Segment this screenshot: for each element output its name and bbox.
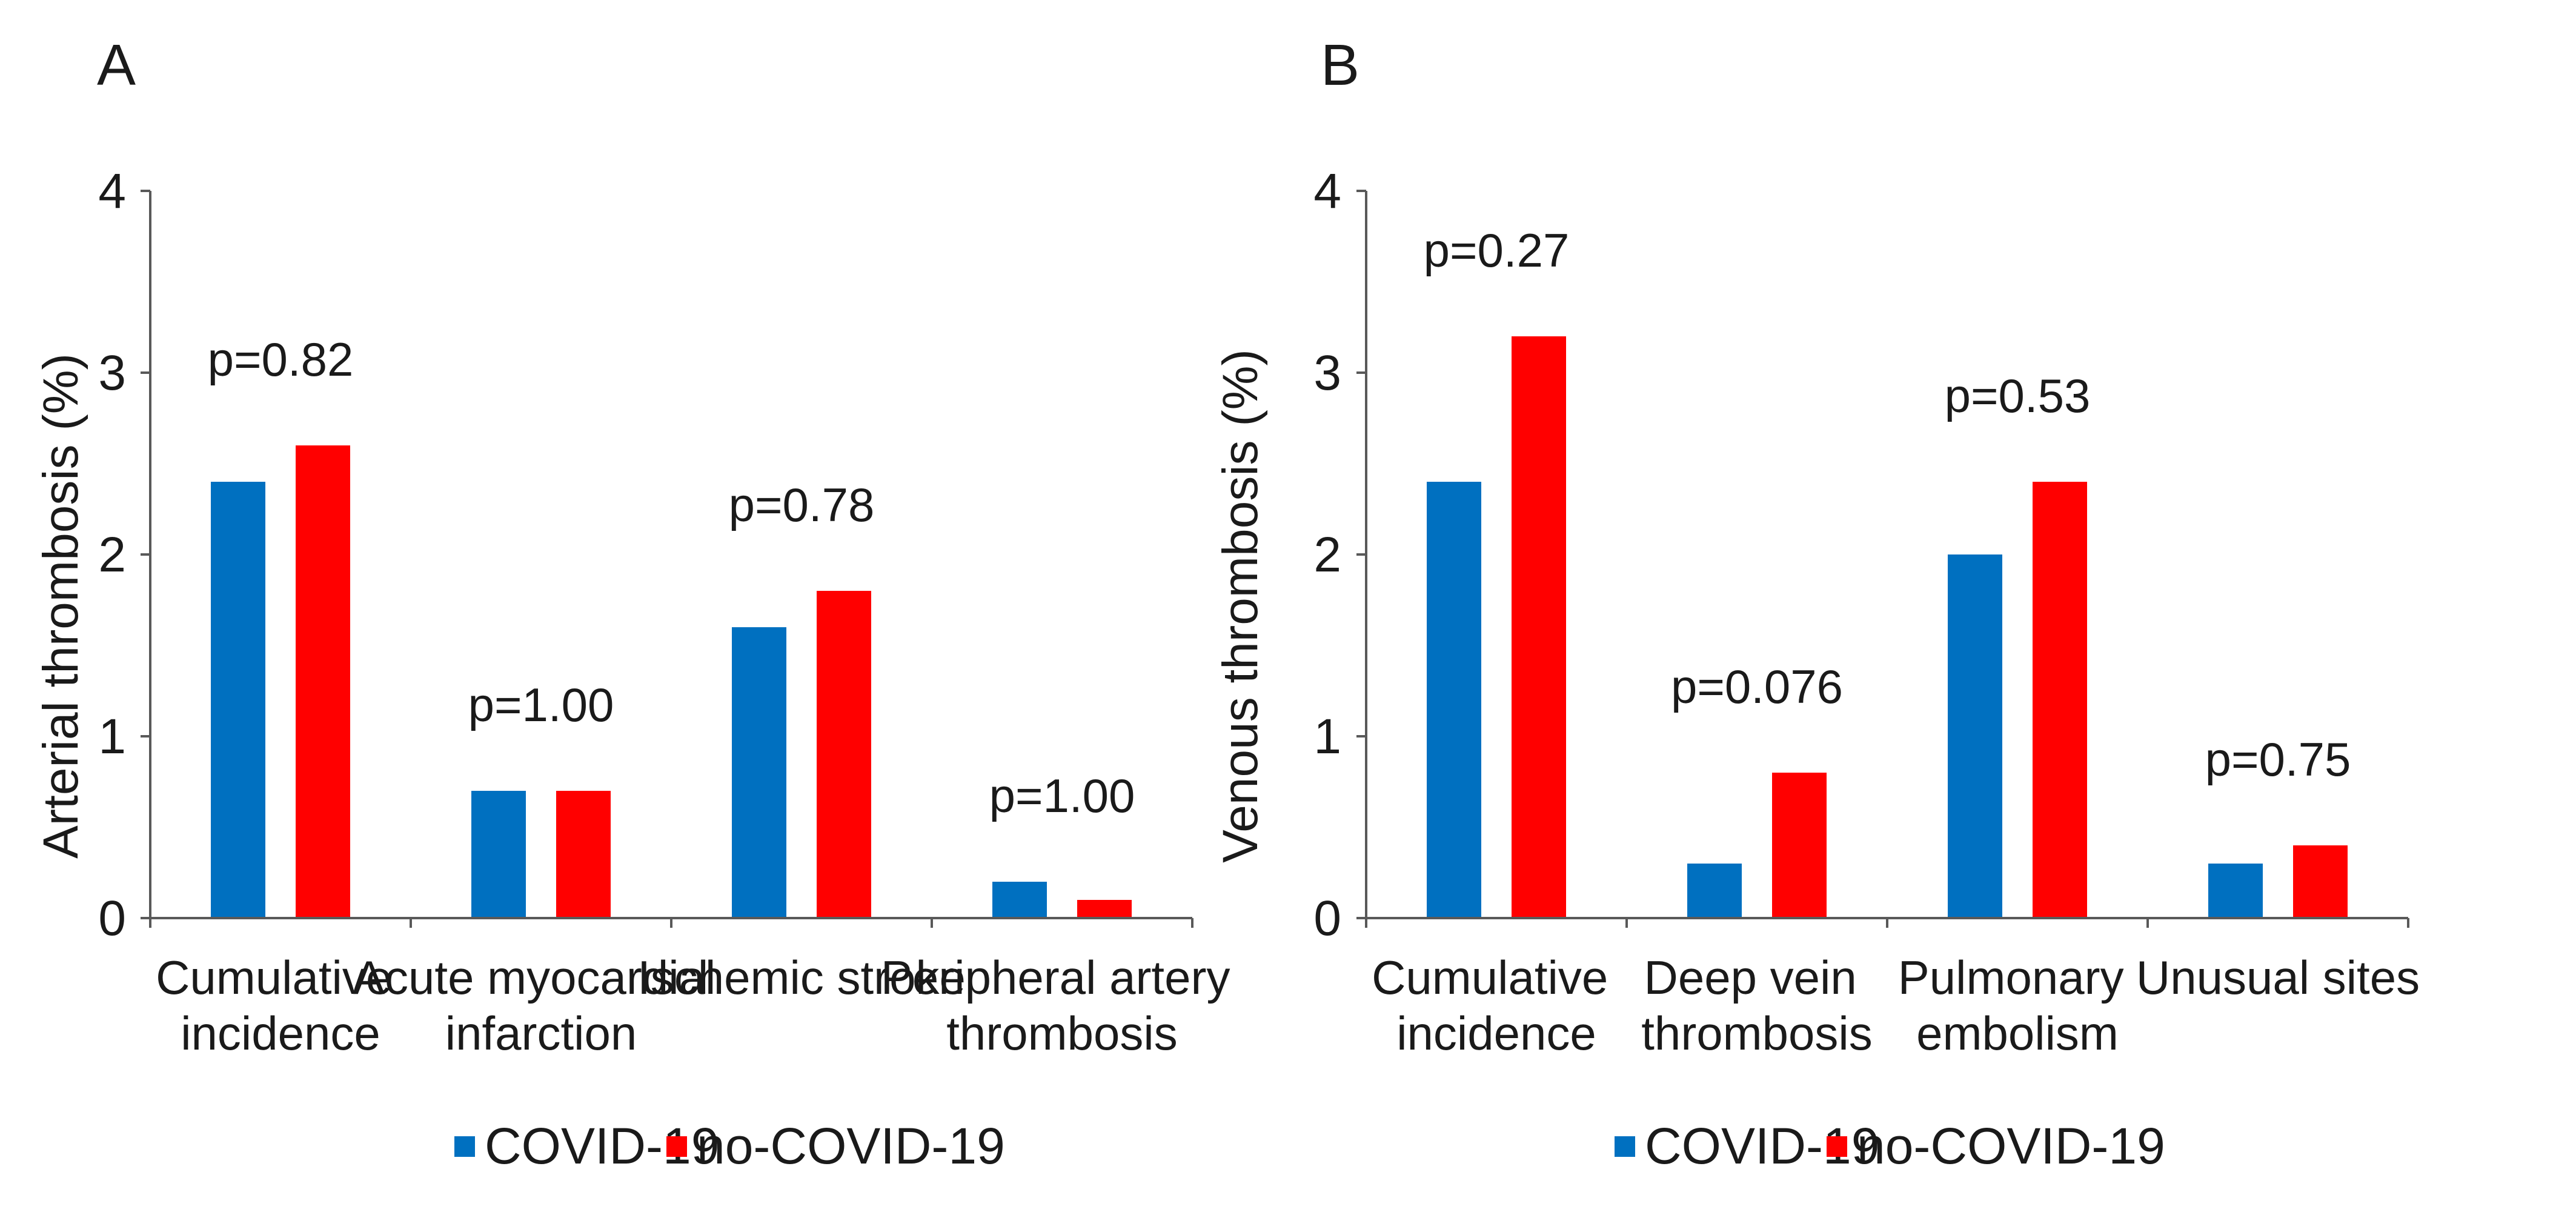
- panel-b-legend-swatch-covid: [1615, 1136, 1635, 1157]
- panel-a-y-ticks: [141, 190, 150, 919]
- panel-a-label: A: [97, 33, 136, 98]
- panel-a-y-axis-title: Arterial thrombosis (%): [33, 353, 88, 859]
- panel-a-x-tick-1-line-2: infarction: [445, 1007, 637, 1060]
- panel-a-pvalue-0: p=0.82: [208, 333, 354, 386]
- panel-b-y-tick-4: 4: [1313, 164, 1341, 219]
- panel-b-bar-pulmonary-embolism-covid: [1948, 554, 2002, 918]
- panel-b-pvalue-3: p=0.75: [2205, 733, 2351, 786]
- panel-b-y-tick-0: 0: [1313, 891, 1341, 946]
- panel-b-x-tick-3-line-1: Unusual sites: [2136, 951, 2420, 1004]
- panel-b-x-tick-pulmonary-embolism: Pulmonary embolism: [1898, 951, 2137, 1060]
- panel-a-bar-ischemic-stroke-covid: [732, 627, 786, 918]
- panel-b-bar-pulmonary-embolism-no-covid: [2033, 482, 2087, 918]
- panel-b-x-tick-2-line-2: embolism: [1916, 1007, 2119, 1060]
- panel-a-bar-peripheral-artery-thrombosis-no-covid: [1077, 900, 1132, 918]
- panel-b-label: B: [1321, 33, 1359, 98]
- panel-b-y-tick-labels: 0 1 2 3 4: [1313, 164, 1341, 946]
- panel-b: B Venous thrombosis (%) 0 1 2 3 4 Cumula…: [1213, 33, 2420, 1174]
- panel-a-y-tick-4: 4: [98, 164, 126, 219]
- panel-a-y-tick-3: 3: [98, 345, 126, 401]
- panel-b-y-tick-3: 3: [1313, 345, 1341, 401]
- panel-b-x-tick-unusual-sites: Unusual sites: [2136, 951, 2420, 1004]
- panel-b-bar-unusual-sites-no-covid: [2293, 845, 2348, 918]
- panel-a-legend-label-no-covid: no-COVID-19: [697, 1117, 1005, 1174]
- panel-a-pvalue-3: p=1.00: [989, 769, 1135, 822]
- panel-a-bar-peripheral-artery-thrombosis-covid: [992, 882, 1047, 918]
- panel-b-bars: [1427, 336, 2348, 918]
- panel-b-x-tick-1-line-1: Deep vein: [1644, 951, 1857, 1004]
- panel-a-pvalue-1: p=1.00: [468, 678, 614, 731]
- panel-a: A Arterial thrombosis (%) 0 1 2 3 4 Cumu…: [33, 33, 1243, 1174]
- panel-a-y-tick-0: 0: [98, 891, 126, 946]
- panel-a-bar-cumulative-incidence-no-covid: [296, 445, 350, 918]
- panel-a-x-tick-3-line-2: thrombosis: [946, 1007, 1177, 1060]
- panel-a-x-tick-0-line-2: incidence: [181, 1007, 380, 1060]
- panel-a-x-tick-3-line-1: Peripheral artery: [881, 951, 1230, 1004]
- panel-b-pvalue-2: p=0.53: [1945, 369, 2091, 422]
- panel-b-legend: COVID-19 no-COVID-19: [1615, 1117, 2165, 1174]
- panel-b-y-ticks: [1356, 190, 1366, 919]
- panel-b-x-tick-1-line-2: thrombosis: [1641, 1007, 1872, 1060]
- panel-a-x-tick-cumulative-incidence: Cumulative incidence: [156, 951, 405, 1060]
- panel-b-x-tick-0-line-1: Cumulative: [1372, 951, 1608, 1004]
- panel-b-legend-label-no-covid: no-COVID-19: [1857, 1117, 2165, 1174]
- panel-a-legend-swatch-no-covid: [666, 1136, 687, 1157]
- panel-b-bar-unusual-sites-covid: [2208, 864, 2263, 918]
- panel-b-pvalue-1: p=0.076: [1671, 660, 1843, 713]
- panel-b-pvalue-0: p=0.27: [1424, 224, 1570, 277]
- panel-b-bar-deep-vein-thrombosis-covid: [1687, 864, 1742, 918]
- panel-b-legend-swatch-no-covid: [1827, 1136, 1847, 1157]
- panel-a-y-tick-labels: 0 1 2 3 4: [98, 164, 126, 946]
- panel-a-x-tick-ischemic-stroke: Ischemic stroke: [637, 951, 966, 1004]
- panel-a-y-tick-2: 2: [98, 527, 126, 582]
- panel-b-bar-cumulative-incidence-no-covid: [1512, 336, 1566, 918]
- panel-b-x-ticks: [1365, 918, 2409, 928]
- panel-b-x-tick-2-line-1: Pulmonary: [1898, 951, 2124, 1004]
- panel-b-bar-cumulative-incidence-covid: [1427, 482, 1481, 918]
- panel-b-bar-deep-vein-thrombosis-no-covid: [1772, 773, 1827, 918]
- panel-a-bar-acute-myocardial-infarction-covid: [471, 791, 526, 918]
- panel-a-pvalue-2: p=0.78: [729, 478, 875, 531]
- panel-a-x-ticks: [149, 918, 1193, 928]
- panel-b-x-tick-0-line-2: incidence: [1396, 1007, 1596, 1060]
- panel-a-x-tick-2-line-1: Ischemic stroke: [637, 951, 966, 1004]
- panel-a-legend-swatch-covid: [454, 1136, 475, 1157]
- panel-a-bar-cumulative-incidence-covid: [211, 482, 265, 918]
- panel-b-y-tick-2: 2: [1313, 527, 1341, 582]
- panel-a-bar-ischemic-stroke-no-covid: [817, 591, 871, 918]
- panel-a-x-tick-acute-myocardial-infarction: Acute myocardial infarction: [353, 951, 729, 1060]
- panel-b-x-tick-deep-vein-thrombosis: Deep vein thrombosis: [1641, 951, 1872, 1060]
- panel-a-bar-acute-myocardial-infarction-no-covid: [556, 791, 611, 918]
- panel-a-x-tick-1-line-1: Acute myocardial: [353, 951, 715, 1004]
- panel-a-legend: COVID-19 no-COVID-19: [454, 1117, 1005, 1174]
- panel-b-x-tick-cumulative-incidence: Cumulative incidence: [1372, 951, 1621, 1060]
- panel-a-x-tick-peripheral-artery-thrombosis: Peripheral artery thrombosis: [881, 951, 1243, 1060]
- panel-b-y-axis-title: Venous thrombosis (%): [1213, 349, 1268, 863]
- panel-a-x-tick-0-line-1: Cumulative: [156, 951, 392, 1004]
- panel-a-y-tick-1: 1: [98, 709, 126, 764]
- panel-b-y-tick-1: 1: [1313, 709, 1341, 764]
- panel-a-bars: [211, 445, 1132, 918]
